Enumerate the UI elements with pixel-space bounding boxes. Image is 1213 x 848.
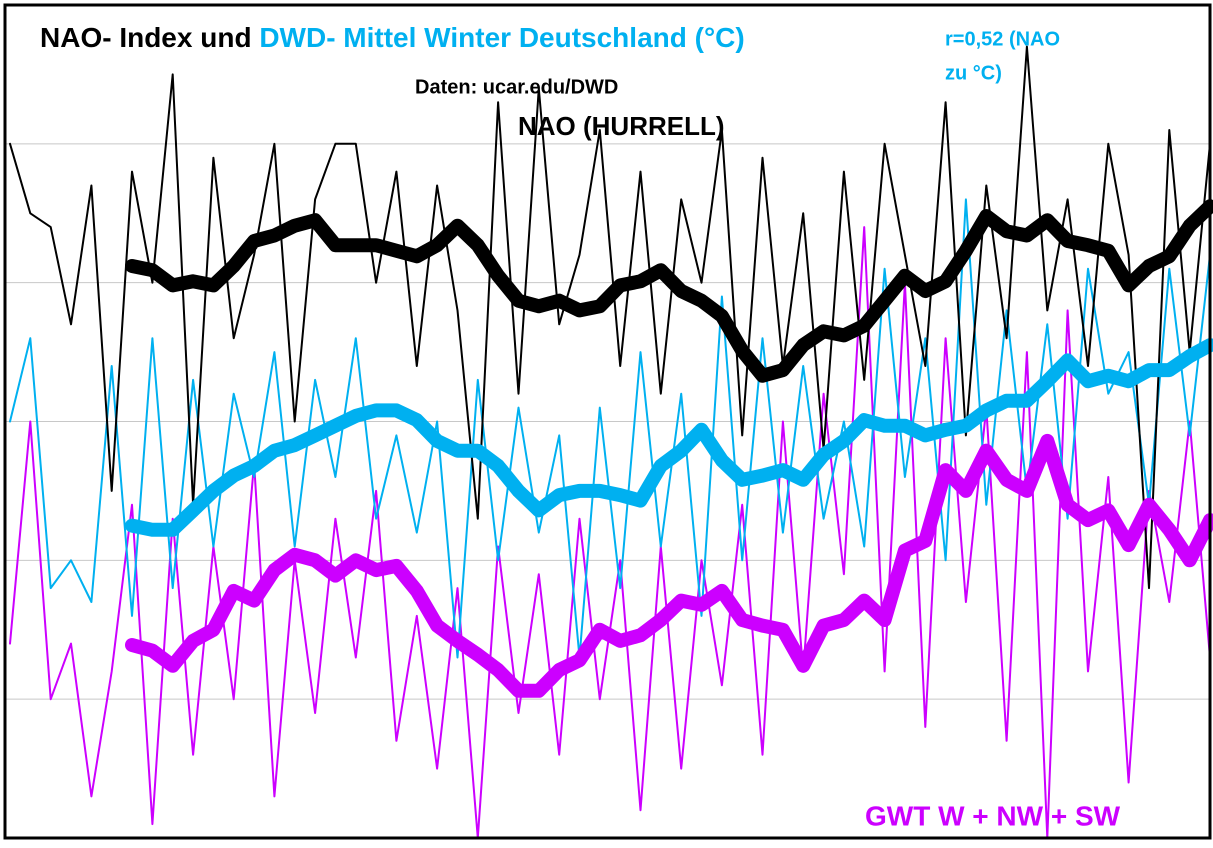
title-part: NAO- Index und — [40, 22, 259, 53]
annotation: NAO (HURRELL) — [518, 111, 725, 141]
smoothed-line — [125, 338, 1213, 537]
labels: NAO- Index und DWD- Mittel Winter Deutsc… — [40, 22, 1121, 831]
annual-line — [9, 45, 1211, 590]
chart-title: NAO- Index und DWD- Mittel Winter Deutsc… — [40, 22, 745, 53]
lines — [9, 45, 1213, 839]
smoothed-line — [125, 433, 1213, 698]
annotation: Daten: ucar.edu/DWD — [415, 76, 618, 98]
annotation: r=0,52 (NAO — [945, 28, 1060, 50]
plot-border — [3, 3, 1212, 840]
smoothed-line — [125, 199, 1213, 383]
annotation: zu °C) — [945, 62, 1002, 84]
title-part: DWD- Mittel Winter Deutschland (°C) — [259, 22, 744, 53]
annotation: GWT W + NW + SW — [865, 800, 1121, 831]
